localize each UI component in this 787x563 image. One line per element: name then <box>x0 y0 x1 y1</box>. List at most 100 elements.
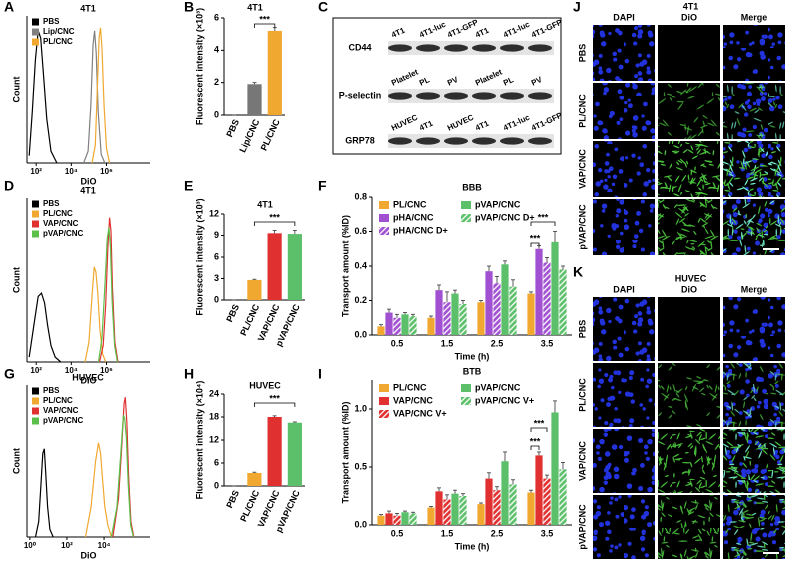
bar <box>401 512 409 525</box>
bar <box>485 271 493 335</box>
y-axis-label: Count <box>11 267 21 293</box>
bar <box>535 455 543 525</box>
micrograph <box>593 495 655 559</box>
legend-swatch <box>461 214 471 222</box>
bar <box>477 504 485 525</box>
legend-label: VAP/CNC <box>43 406 79 415</box>
y-axis-label: Fluorescent intensity (×10⁴) <box>194 381 204 500</box>
legend-swatch <box>379 201 389 209</box>
error-bar <box>537 451 541 456</box>
micrograph <box>658 297 720 361</box>
x-tick-label: 0.5 <box>391 528 404 538</box>
x-tick-label: 10⁴ <box>65 167 78 176</box>
blot-band <box>528 137 552 145</box>
chart-title: 4T1 <box>257 199 273 209</box>
legend-swatch <box>379 397 389 405</box>
legend-label: PBS <box>43 386 60 395</box>
blot-band <box>528 92 552 100</box>
blot-band <box>444 137 468 145</box>
x-tick-label: 10² <box>30 167 42 176</box>
y-tick-label: 6 <box>214 457 219 467</box>
error-bar <box>252 471 257 473</box>
bar <box>559 269 567 335</box>
legend-swatch <box>461 384 471 392</box>
micrograph <box>593 199 655 255</box>
bar <box>427 317 435 335</box>
row-label: pVAP/CNC <box>577 504 587 550</box>
legend-swatch <box>32 200 39 208</box>
y-tick-label: 0 <box>214 109 219 119</box>
blot-band <box>416 92 440 100</box>
y-tick-label: 0.2 <box>354 295 367 305</box>
legend-swatch <box>32 38 39 46</box>
error-bar <box>553 231 557 242</box>
blot-band <box>416 137 440 145</box>
x-tick-label: 0.5 <box>391 338 404 348</box>
legend-swatch <box>379 410 389 418</box>
blot-band <box>388 92 412 100</box>
bar <box>435 290 443 335</box>
bar <box>551 241 559 335</box>
x-axis-label: DiO <box>80 550 96 560</box>
y-tick-label: 0 <box>214 294 219 304</box>
x-tick-label: 10⁴ <box>98 541 111 550</box>
micrograph <box>658 83 720 139</box>
error-bar <box>429 315 433 318</box>
error-bar <box>561 461 565 470</box>
blot-lane-label: PL <box>418 75 431 88</box>
histogram-curve <box>98 217 119 363</box>
significance-bracket <box>530 221 556 226</box>
significance-bracket <box>253 402 296 407</box>
bar <box>459 303 467 335</box>
bar <box>409 316 417 335</box>
legend-swatch <box>461 397 471 405</box>
legend-swatch <box>32 220 39 228</box>
bar <box>543 478 551 525</box>
panel-label: B <box>184 0 194 15</box>
micrograph <box>723 199 785 255</box>
blot-row-label: GRP78 <box>345 135 375 145</box>
x-tick-label: 10² <box>30 366 42 375</box>
error-bar <box>479 300 483 303</box>
error-bar <box>387 308 391 313</box>
y-tick-label: 18 <box>209 411 219 421</box>
blot-band <box>500 92 524 100</box>
y-axis-label: Count <box>11 77 21 103</box>
error-bar <box>529 489 533 493</box>
bar <box>267 417 282 486</box>
blot-band <box>500 44 524 52</box>
y-tick-label: 0.0 <box>354 519 367 529</box>
x-axis-label: DiO <box>80 375 96 385</box>
error-bar <box>453 489 457 494</box>
legend-swatch <box>461 201 471 209</box>
legend-swatch <box>32 28 39 36</box>
y-axis-label: Fluorescent intensity (×10³) <box>194 8 204 125</box>
bar <box>527 293 535 335</box>
blot-band <box>444 44 468 52</box>
micrograph <box>658 141 720 197</box>
bar <box>501 461 509 525</box>
error-bar <box>561 265 565 270</box>
x-tick-label: 10⁴ <box>65 366 78 375</box>
chart-title: 4T1 <box>80 3 96 13</box>
bar <box>393 515 401 525</box>
error-bar <box>445 494 449 500</box>
x-axis-label: Time (h) <box>455 351 490 361</box>
x-tick-label: 3.5 <box>541 338 554 348</box>
bar <box>287 422 302 486</box>
bar <box>509 484 517 525</box>
panel-label: I <box>318 366 322 382</box>
error-bar <box>445 291 449 303</box>
x-tick-label: 1.5 <box>441 528 454 538</box>
y-tick-label: 2 <box>214 77 219 87</box>
micrograph <box>593 25 655 81</box>
error-bar <box>461 300 465 304</box>
bar <box>409 513 417 525</box>
error-bar <box>529 291 533 294</box>
row-label: PL/CNC <box>577 94 587 128</box>
micrograph <box>658 363 720 427</box>
error-bar <box>487 472 491 479</box>
y-tick-label: 1.0 <box>354 403 367 413</box>
bar <box>267 30 282 115</box>
legend-swatch <box>32 417 39 425</box>
